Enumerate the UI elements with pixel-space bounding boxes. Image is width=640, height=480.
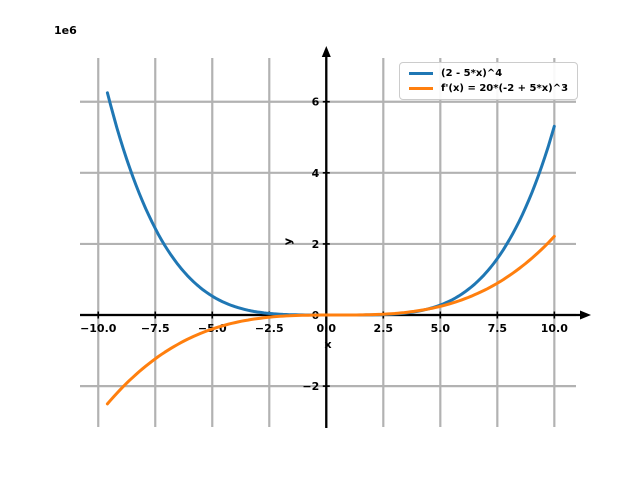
x-axis-label: x: [324, 338, 332, 351]
legend-label: (2 - 5*x)^4: [441, 68, 503, 79]
svg-text:7.5: 7.5: [488, 322, 508, 335]
legend-line-sample-orange: [409, 87, 433, 90]
svg-text:−10.0: −10.0: [80, 322, 117, 335]
legend-label: f'(x) = 20*(-2 + 5*x)^3: [441, 83, 569, 94]
svg-text:10.0: 10.0: [541, 322, 568, 335]
legend-item: (2 - 5*x)^4: [409, 68, 568, 79]
legend: (2 - 5*x)^4 f'(x) = 20*(-2 + 5*x)^3: [399, 62, 579, 100]
y-axis-label: y: [281, 237, 295, 246]
svg-text:5.0: 5.0: [431, 322, 451, 335]
svg-text:6: 6: [312, 96, 320, 109]
svg-text:−7.5: −7.5: [141, 322, 170, 335]
y-offset-label: 1e6: [54, 24, 77, 37]
svg-text:4: 4: [312, 167, 320, 180]
svg-text:−2: −2: [302, 380, 319, 393]
legend-line-sample-blue: [409, 72, 433, 75]
svg-text:2.5: 2.5: [374, 322, 394, 335]
legend-item: f'(x) = 20*(-2 + 5*x)^3: [409, 83, 568, 94]
svg-text:−2.5: −2.5: [255, 322, 284, 335]
svg-text:2: 2: [312, 238, 320, 251]
